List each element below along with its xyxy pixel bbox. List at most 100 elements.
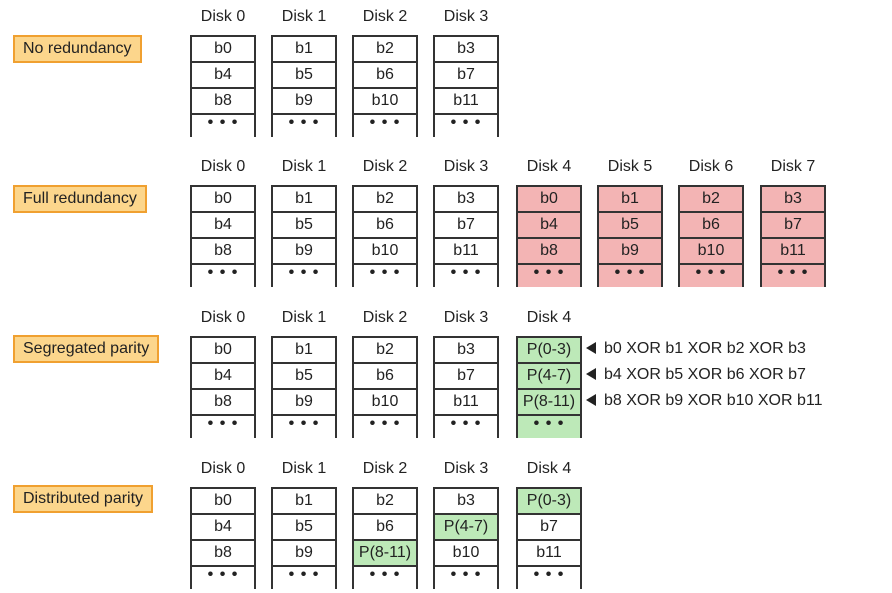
disk-cells: b3 b7 b11 • • •	[760, 185, 826, 287]
xor-text: b4 XOR b5 XOR b6 XOR b7	[604, 366, 806, 383]
continuation-cell: • • •	[680, 265, 742, 287]
disk-title: Disk 2	[362, 8, 408, 25]
data-block: b1	[273, 187, 335, 213]
disk-cells: b0 b4 b8 • • •	[190, 185, 256, 287]
disk-column: Disk 6 b2 b6 b10 • • •	[678, 158, 744, 287]
continuation-cell: • • •	[518, 265, 580, 287]
data-block: b4	[192, 213, 254, 239]
disk-column: Disk 5 b1 b5 b9 • • •	[597, 158, 663, 287]
data-block: b3	[435, 489, 497, 515]
data-block: b7	[435, 63, 497, 89]
data-block: b2	[354, 338, 416, 364]
continuation-cell: • • •	[207, 114, 239, 131]
data-block: b2	[354, 37, 416, 63]
continuation-cell: • • •	[369, 415, 401, 432]
disk-cells: b3 P(4-7) b10 • • •	[433, 487, 499, 589]
data-block: b4	[192, 364, 254, 390]
continuation-cell: • • •	[450, 415, 482, 432]
disk-column: Disk 1 b1 b5 b9 • • •	[271, 8, 337, 137]
disk-cells: P(0-3) b7 b11 • • •	[516, 487, 582, 589]
data-block: b8	[192, 239, 254, 265]
disk-cells: P(0-3) P(4-7) P(8-11) • • •	[516, 336, 582, 438]
continuation-cell: • • •	[599, 265, 661, 287]
data-block: b7	[435, 213, 497, 239]
continuation-cell: • • •	[288, 415, 320, 432]
mirror-block: b4	[518, 213, 580, 239]
section-label: Full redundancy	[13, 185, 147, 213]
data-block: b7	[435, 364, 497, 390]
data-block: b5	[273, 515, 335, 541]
disk-cells: b2 b6 b10 • • •	[352, 336, 418, 438]
continuation-cell: • • •	[450, 114, 482, 131]
data-block: b1	[273, 489, 335, 515]
disk-column: Disk 7 b3 b7 b11 • • •	[760, 158, 826, 287]
disk-column: Disk 0 b0 b4 b8 • • •	[190, 158, 256, 287]
parity-block: P(4-7)	[435, 515, 497, 541]
disk-cells: b0 b4 b8 • • •	[190, 35, 256, 137]
disk-title: Disk 6	[688, 158, 734, 175]
disk-title: Disk 4	[526, 460, 572, 477]
disk-cells: b1 b5 b9 • • •	[271, 35, 337, 137]
disk-title: Disk 3	[443, 158, 489, 175]
data-block: b0	[192, 37, 254, 63]
disk-column: Disk 3 b3 b7 b11 • • •	[433, 8, 499, 137]
disk-column: Disk 3 b3 b7 b11 • • •	[433, 309, 499, 438]
data-block: b11	[435, 390, 497, 416]
data-block: b2	[354, 489, 416, 515]
disk-title: Disk 0	[200, 158, 246, 175]
data-block: b9	[273, 390, 335, 416]
disk-cells: b2 b6 b10 • • •	[352, 185, 418, 287]
disk-column: Disk 2 b2 b6 P(8-11) • • •	[352, 460, 418, 589]
xor-annotation: b4 XOR b5 XOR b6 XOR b7	[586, 362, 806, 387]
continuation-cell: • • •	[288, 566, 320, 583]
disk-title: Disk 4	[526, 309, 572, 326]
parity-block: P(0-3)	[518, 338, 580, 364]
data-block: b8	[192, 89, 254, 115]
disk-title: Disk 2	[362, 158, 408, 175]
data-block: b3	[435, 37, 497, 63]
data-block: b3	[435, 338, 497, 364]
data-block: b5	[273, 364, 335, 390]
disk-column: Disk 2 b2 b6 b10 • • •	[352, 309, 418, 438]
disk-title: Disk 0	[200, 8, 246, 25]
data-block: b5	[273, 63, 335, 89]
data-block: b9	[273, 89, 335, 115]
disk-cells: b2 b6 P(8-11) • • •	[352, 487, 418, 589]
disk-title: Disk 3	[443, 309, 489, 326]
data-block: b10	[354, 239, 416, 265]
disk-cells: b3 b7 b11 • • •	[433, 35, 499, 137]
data-block: b1	[273, 37, 335, 63]
mirror-block: b11	[762, 239, 824, 265]
disk-title: Disk 2	[362, 460, 408, 477]
disk-title: Disk 0	[200, 460, 246, 477]
data-block: b9	[273, 239, 335, 265]
mirror-block: b3	[762, 187, 824, 213]
disk-title: Disk 5	[607, 158, 653, 175]
data-block: b8	[192, 390, 254, 416]
arrow-left-icon	[586, 367, 596, 380]
disk-title: Disk 4	[526, 158, 572, 175]
data-block: b5	[273, 213, 335, 239]
continuation-cell: • • •	[288, 114, 320, 131]
data-block: b8	[192, 541, 254, 567]
disk-cells: b1 b5 b9 • • •	[271, 185, 337, 287]
disk-column: Disk 1 b1 b5 b9 • • •	[271, 460, 337, 589]
disk-column: Disk 4 P(0-3) b7 b11 • • •	[516, 460, 582, 589]
data-block: b2	[354, 187, 416, 213]
disk-cells: b0 b4 b8 • • •	[190, 336, 256, 438]
continuation-cell: • • •	[533, 566, 565, 583]
disk-cells: b2 b6 b10 • • •	[352, 35, 418, 137]
disk-column: Disk 1 b1 b5 b9 • • •	[271, 158, 337, 287]
disk-cells: b3 b7 b11 • • •	[433, 185, 499, 287]
data-block: b0	[192, 489, 254, 515]
disk-column: Disk 3 b3 b7 b11 • • •	[433, 158, 499, 287]
disk-cells: b1 b5 b9 • • •	[597, 185, 663, 287]
data-block: b4	[192, 63, 254, 89]
continuation-cell: • • •	[369, 114, 401, 131]
mirror-block: b0	[518, 187, 580, 213]
disk-title: Disk 3	[443, 8, 489, 25]
data-block: b7	[518, 515, 580, 541]
disk-column: Disk 0 b0 b4 b8 • • •	[190, 8, 256, 137]
mirror-block: b10	[680, 239, 742, 265]
data-block: b6	[354, 213, 416, 239]
